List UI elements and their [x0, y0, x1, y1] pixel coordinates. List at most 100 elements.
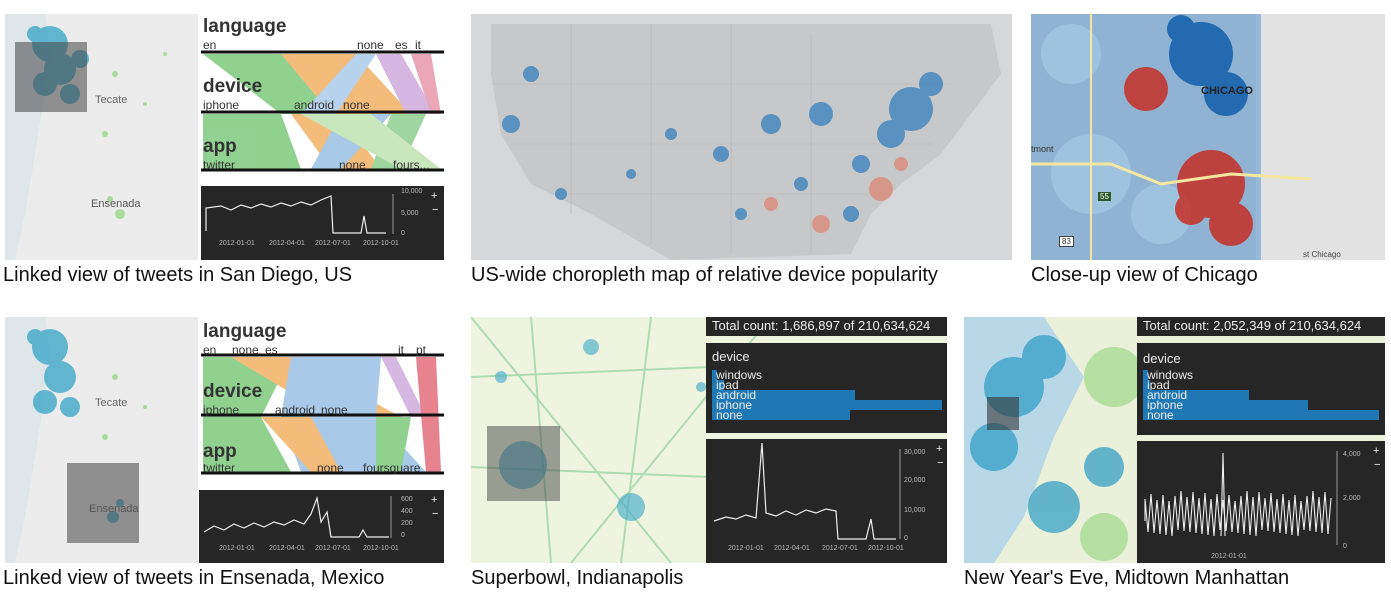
cat-label[interactable]: it	[398, 343, 404, 357]
cat-label[interactable]: android	[275, 403, 316, 417]
ensenada-map[interactable]: Tecate Ensenada	[5, 317, 198, 563]
cat-label[interactable]: es	[265, 343, 278, 357]
ytick: 0	[401, 532, 405, 539]
map-label-chicago: CHICAGO	[1201, 85, 1253, 97]
parallel-sets-ribbons	[201, 353, 444, 475]
histogram-bar-windows[interactable]	[1143, 370, 1148, 380]
histogram-bar-iphone[interactable]	[1143, 400, 1309, 410]
dim-label-language: language	[203, 321, 287, 342]
zoom-out-button[interactable]: −	[937, 457, 944, 469]
cat-label[interactable]: none	[357, 38, 384, 52]
histogram-bar-label: windows	[716, 368, 763, 382]
histogram-bar-label: android	[716, 388, 757, 402]
superbowl-timeline[interactable]: 30,000 20,000 10,000 0 + − 2012-01-01 20…	[706, 439, 947, 563]
superbowl-timeline-series	[713, 442, 901, 540]
cat-label[interactable]: iphone	[203, 403, 240, 417]
ytick: 10,000	[904, 507, 926, 514]
caption-superbowl: Superbowl, Indianapolis	[471, 567, 684, 589]
histogram-bar-label: iphone	[1147, 398, 1184, 412]
zoom-in-button[interactable]: +	[1373, 445, 1380, 457]
dim-label-device: device	[203, 381, 263, 402]
map-label-west: tmont	[1031, 144, 1054, 154]
histogram-bar-label: none	[716, 408, 743, 422]
histogram-bar-ipad[interactable]	[1143, 380, 1151, 390]
cat-label[interactable]: es	[395, 38, 408, 52]
zoom-out-button[interactable]: −	[432, 508, 439, 520]
caption-uswide: US-wide choropleth map of relative devic…	[471, 264, 938, 286]
chicago-map[interactable]: CHICAGO st Chicago tmont 55 83	[1031, 14, 1385, 260]
route-shield-icon: 55	[1098, 192, 1111, 201]
cat-label[interactable]: fours...	[393, 158, 430, 172]
parallel-sets-top[interactable]: language en none es it device iphone and…	[201, 14, 444, 186]
timeline-top[interactable]: 10,000 5,000 0 + − 2012-01-01 2012-04-01…	[201, 186, 444, 260]
histogram-bar-windows[interactable]	[712, 370, 717, 380]
sandiego-map[interactable]: Tecate Ensenada	[5, 14, 198, 260]
newyear-device-histogram[interactable]: device windows ipad android iphone none	[1137, 343, 1385, 435]
cat-label[interactable]: foursquare	[363, 461, 421, 475]
histogram-bar-label: ipad	[716, 378, 739, 392]
cat-label[interactable]: it	[415, 38, 421, 52]
cat-label[interactable]: twitter	[203, 461, 236, 475]
dim-label-app: app	[203, 441, 237, 462]
ytick: 600	[401, 496, 413, 503]
zoom-in-button[interactable]: +	[936, 443, 943, 455]
parallel-sets-bottom[interactable]: language en none es it pt device iphone …	[201, 317, 444, 489]
timeline-top-series	[205, 194, 394, 234]
zoom-out-button[interactable]: −	[1374, 459, 1381, 471]
superbowl-device-histogram[interactable]: device windows ipad android iphone none	[706, 343, 947, 433]
ytick: 2,000	[1343, 495, 1361, 502]
ytick: 30,000	[904, 449, 926, 456]
xtick: 2012-04-01	[774, 545, 810, 552]
sandiego-map-graphic	[5, 14, 198, 260]
map-label-tecate: Tecate	[95, 397, 128, 409]
histogram-bar-label: ipad	[1147, 378, 1170, 392]
series-spike	[1220, 452, 1226, 537]
xtick: 2012-07-01	[315, 240, 351, 247]
zoom-in-button[interactable]: +	[431, 494, 438, 506]
caption-ensenada: Linked view of tweets in Ensenada, Mexic…	[3, 567, 385, 589]
cat-label[interactable]: none	[343, 98, 370, 112]
xtick: 2012-04-01	[269, 545, 305, 552]
caption-sandiego: Linked view of tweets in San Diego, US	[3, 264, 353, 286]
selection-brush[interactable]	[487, 426, 560, 501]
ytick: 5,000	[401, 210, 419, 217]
zoom-in-button[interactable]: +	[431, 190, 438, 202]
cat-label[interactable]: none	[232, 343, 259, 357]
parallel-sets-ribbons	[201, 50, 444, 172]
cat-label[interactable]: android	[294, 98, 335, 112]
cat-label[interactable]: pt	[416, 343, 427, 357]
histogram-bar-android[interactable]	[712, 390, 855, 400]
cat-label[interactable]: en	[203, 38, 217, 52]
cat-label[interactable]: none	[321, 403, 348, 417]
newyear-timeline[interactable]: 4,000 2,000 0 + − 2012-01-01	[1137, 441, 1385, 563]
histogram-bar-android[interactable]	[1143, 390, 1250, 400]
zoom-out-button[interactable]: −	[432, 204, 439, 216]
us-choropleth-map[interactable]	[471, 14, 1012, 260]
map-label-ensenada: Ensenada	[91, 198, 141, 210]
cat-label[interactable]: none	[317, 461, 344, 475]
histogram-bar-ipad[interactable]	[712, 380, 724, 390]
us-map-graphic	[471, 14, 1012, 260]
xtick: 2012-01-01	[728, 545, 764, 552]
map-label-tecate: Tecate	[95, 94, 128, 106]
cat-label[interactable]: en	[203, 343, 217, 357]
cat-label[interactable]: iphone	[203, 98, 240, 112]
dim-label-device: device	[203, 76, 263, 97]
map-label-south: st Chicago	[1303, 250, 1341, 259]
timeline-bottom[interactable]: 600 400 200 0 + − 2012-01-01 2012-04-01 …	[199, 490, 444, 563]
xtick: 2012-10-01	[363, 545, 399, 552]
ytick: 400	[401, 508, 413, 515]
histogram-bar-label: android	[1147, 388, 1188, 402]
cat-label[interactable]: twitter	[203, 158, 236, 172]
histogram-title: device	[1143, 351, 1181, 366]
dim-label-language: language	[203, 16, 287, 37]
selection-brush[interactable]	[67, 463, 139, 543]
ytick: 0	[401, 230, 405, 237]
histogram-bar-none[interactable]	[712, 410, 850, 420]
selection-brush[interactable]	[987, 397, 1019, 430]
selection-brush[interactable]	[15, 42, 87, 112]
histogram-bar-iphone[interactable]	[712, 400, 942, 410]
histogram-bar-none[interactable]	[1143, 410, 1379, 420]
cat-label[interactable]: none	[339, 158, 366, 172]
xtick: 2012-01-01	[219, 545, 255, 552]
